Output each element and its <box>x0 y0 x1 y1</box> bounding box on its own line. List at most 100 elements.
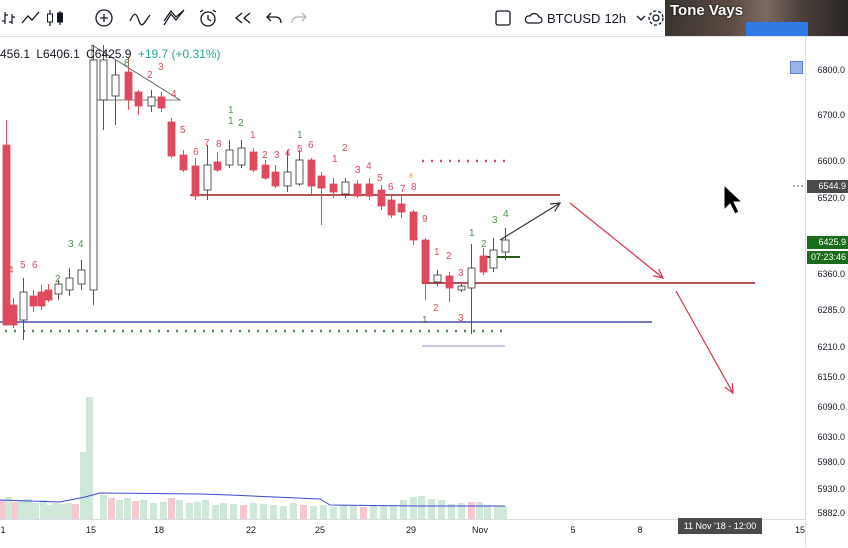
td-count-label: 5 <box>20 260 26 271</box>
line-icon[interactable] <box>20 6 42 30</box>
symbol-selector[interactable]: BTCUSD 12h <box>523 6 646 30</box>
td-count-label: 3 <box>492 215 498 226</box>
candle-body <box>365 183 374 197</box>
pin-icon[interactable] <box>790 61 803 74</box>
indicator-icon[interactable] <box>128 6 152 30</box>
candle-body <box>353 183 362 197</box>
price-tick-label: 6600.0 <box>817 156 845 166</box>
volume-bar <box>18 500 25 519</box>
candle-body <box>37 291 46 307</box>
td-count-label: 2 <box>446 251 452 262</box>
td-count-label: 8 <box>216 139 222 150</box>
candle-body <box>157 96 166 109</box>
templates-icon[interactable] <box>162 6 186 30</box>
volume-bar <box>150 503 157 519</box>
td-count-label: 4 <box>8 265 14 276</box>
td-count-label: 4 <box>171 89 177 100</box>
volume-bar <box>65 503 72 519</box>
volume-bar <box>100 495 107 519</box>
volume-bar <box>194 502 201 519</box>
candle-body <box>167 121 176 157</box>
ohlc-open: 456.1 <box>0 47 31 61</box>
candle-body <box>225 149 234 166</box>
volume-bar <box>380 506 387 519</box>
candle-body <box>147 96 156 107</box>
price-tick-label: 5882.0 <box>817 508 845 518</box>
candle-body <box>203 164 212 191</box>
volume-bar <box>40 500 47 519</box>
td-count-label: 8 <box>124 58 130 69</box>
candle-body <box>489 249 498 269</box>
time-tick-label: 15 <box>85 525 97 535</box>
redo-icon[interactable] <box>288 6 310 30</box>
td-count-label: 1 <box>228 105 234 116</box>
price-axis[interactable]: 6800.0 6700.0 6600.0 6520.0 6360.0 6285.0 6210… <box>790 37 848 547</box>
projection-arrow-up <box>499 202 561 241</box>
candle-body <box>421 239 430 283</box>
candle-body <box>433 274 442 283</box>
volume-bar <box>370 505 377 519</box>
td-count-label: 3 <box>158 62 164 73</box>
volume-bar <box>160 502 167 519</box>
candle-body <box>2 144 11 326</box>
time-axis[interactable]: 1 15 18 22 25 29 Nov 5 8 15 <box>0 519 805 548</box>
td-count-label: 3 <box>458 268 464 279</box>
gear-icon[interactable] <box>645 6 667 30</box>
candle-body <box>501 239 510 253</box>
add-compare-icon[interactable] <box>92 6 116 30</box>
candle-body <box>261 164 270 179</box>
volume-bar <box>468 502 475 519</box>
td-count-label: 1 <box>297 130 303 141</box>
replay-icon[interactable] <box>231 6 255 30</box>
projection-arrow-down-2-head <box>724 382 734 395</box>
volume-bar <box>186 503 193 519</box>
td-count-label: 2 <box>238 118 244 129</box>
candle-body <box>237 147 246 166</box>
td-count-label: 4 <box>285 148 291 159</box>
webcam-overlay: Tone Vays <box>665 0 848 36</box>
volume-bar <box>484 505 491 519</box>
td-count-label: 9 <box>422 214 428 225</box>
price-tick-label: 6360.0 <box>817 269 845 279</box>
td-count-label: 8 <box>411 182 417 193</box>
mouse-cursor-icon <box>723 183 744 215</box>
td-count-label: 6 <box>308 140 314 151</box>
time-tick-label: 1 <box>0 525 6 535</box>
td-count-label: 7 <box>400 184 406 195</box>
fullscreen-icon[interactable] <box>492 6 514 30</box>
candles-icon[interactable] <box>44 6 66 30</box>
td-count-label: 1 <box>469 228 475 239</box>
alert-icon[interactable] <box>196 6 220 30</box>
td-count-label: 1 <box>332 154 338 165</box>
candle-body <box>397 203 406 213</box>
candle-body <box>295 159 304 185</box>
chevron-down-icon <box>636 14 646 22</box>
candle-body <box>99 59 108 101</box>
volume-ma-line <box>0 492 505 507</box>
candle-body <box>377 189 386 207</box>
candle-body <box>124 71 133 101</box>
td-count-label: 4 <box>366 161 372 172</box>
price-tick-label: 6520.0 <box>817 193 845 203</box>
ohlc-legend: 456.1 L6406.1 C6425.9 +19.7 (+0.31%) <box>0 47 221 61</box>
bars-icon[interactable] <box>0 6 18 30</box>
volume-bar <box>46 505 53 519</box>
candle-body <box>445 275 454 289</box>
crosshair-price-label: 6544.9 <box>807 180 848 193</box>
candle-body <box>77 269 86 285</box>
volume-bar <box>360 507 367 519</box>
volume-bar <box>52 503 59 519</box>
volume-bar <box>220 503 227 519</box>
td-count-label: 1 <box>422 315 428 326</box>
symbol-name: BTCUSD <box>547 10 601 26</box>
projection-arrow-down-1-head <box>653 268 665 279</box>
volume-bar <box>58 504 65 519</box>
undo-icon[interactable] <box>263 6 285 30</box>
volume-bar <box>410 497 417 519</box>
candle-body <box>249 151 258 171</box>
volume-bar <box>108 498 115 519</box>
td-count-label: 1 <box>250 130 256 141</box>
time-tick-label: Nov <box>471 525 489 535</box>
volume-bar <box>340 505 347 519</box>
